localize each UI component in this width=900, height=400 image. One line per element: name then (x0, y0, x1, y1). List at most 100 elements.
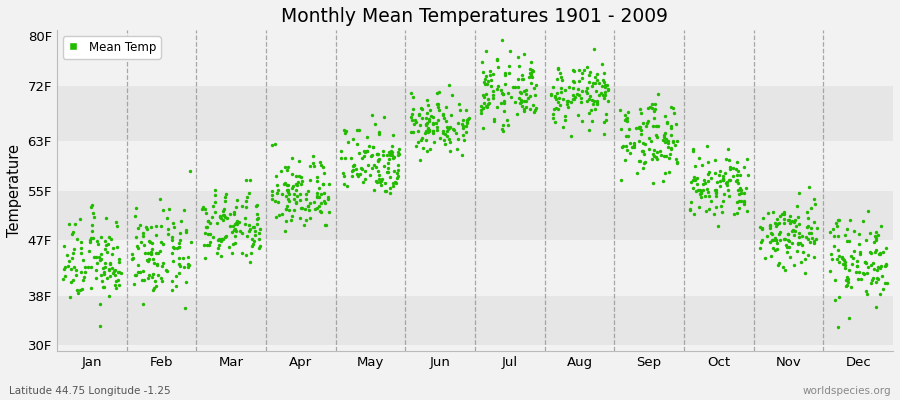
Point (695, 162, 709, 168)
Point (379, 188, 393, 194)
Point (431, 100, 446, 107)
Point (422, 118, 436, 124)
Point (801, 215, 815, 222)
Point (572, 78, 587, 84)
Point (57, 243, 71, 250)
Point (786, 227, 800, 233)
Point (391, 148, 405, 155)
Point (154, 239, 168, 246)
Point (374, 178, 388, 185)
Point (545, 115, 560, 121)
Point (866, 259, 880, 266)
Point (657, 134, 671, 140)
Point (415, 106, 429, 112)
Point (85, 204, 99, 210)
Point (441, 126, 455, 132)
Point (800, 208, 814, 215)
Point (138, 250, 152, 256)
Point (475, 69, 490, 76)
Point (140, 226, 155, 232)
Point (271, 187, 285, 194)
Point (518, 106, 532, 112)
Point (90, 260, 104, 266)
Point (421, 127, 436, 133)
Point (553, 102, 567, 108)
Point (792, 233, 806, 240)
Point (100, 275, 114, 281)
Point (199, 210, 213, 216)
Point (407, 121, 421, 127)
Point (239, 194, 254, 200)
Point (85, 202, 99, 208)
Point (692, 204, 706, 210)
Point (223, 211, 238, 218)
Point (160, 268, 175, 274)
Point (370, 179, 384, 186)
Point (410, 119, 424, 125)
Point (710, 179, 724, 186)
Point (385, 155, 400, 161)
Point (91, 240, 105, 247)
Point (76, 276, 90, 283)
Point (98, 238, 112, 244)
Point (455, 117, 470, 123)
Point (202, 239, 217, 246)
Point (664, 145, 679, 151)
Point (522, 70, 536, 76)
Point (788, 228, 802, 234)
Point (636, 120, 651, 126)
Point (58, 263, 73, 270)
Point (274, 168, 289, 174)
Point (228, 233, 242, 239)
Point (781, 244, 796, 251)
Point (230, 204, 244, 210)
Point (228, 221, 242, 227)
Point (375, 148, 390, 154)
Point (178, 305, 193, 312)
Point (445, 91, 459, 98)
Point (372, 172, 386, 178)
Point (778, 236, 793, 242)
Point (286, 196, 301, 202)
Point (169, 272, 184, 279)
Point (125, 256, 140, 262)
Point (637, 140, 652, 147)
Point (663, 104, 678, 110)
Point (839, 282, 853, 289)
Point (642, 134, 656, 141)
Point (566, 79, 580, 86)
Point (159, 267, 174, 274)
Point (292, 215, 307, 221)
Point (307, 163, 321, 169)
Point (570, 91, 584, 97)
Point (807, 219, 822, 226)
Point (716, 177, 730, 183)
Point (780, 237, 795, 244)
Point (486, 92, 500, 98)
Point (656, 152, 670, 159)
Point (795, 233, 809, 239)
Point (524, 70, 538, 76)
Point (707, 187, 722, 193)
Point (790, 203, 805, 209)
Point (212, 236, 226, 243)
Point (125, 251, 140, 257)
Point (522, 74, 536, 80)
Point (725, 165, 740, 172)
Point (598, 82, 612, 88)
Point (419, 136, 434, 143)
Point (99, 215, 113, 222)
Point (337, 173, 351, 179)
Point (686, 177, 700, 183)
Point (109, 218, 123, 225)
Point (252, 230, 266, 236)
Point (828, 296, 842, 303)
Point (502, 48, 517, 54)
Point (785, 218, 799, 225)
Point (580, 98, 594, 104)
Point (133, 222, 148, 228)
Point (586, 80, 600, 86)
Point (317, 190, 331, 196)
Point (418, 130, 433, 136)
Point (633, 158, 647, 164)
